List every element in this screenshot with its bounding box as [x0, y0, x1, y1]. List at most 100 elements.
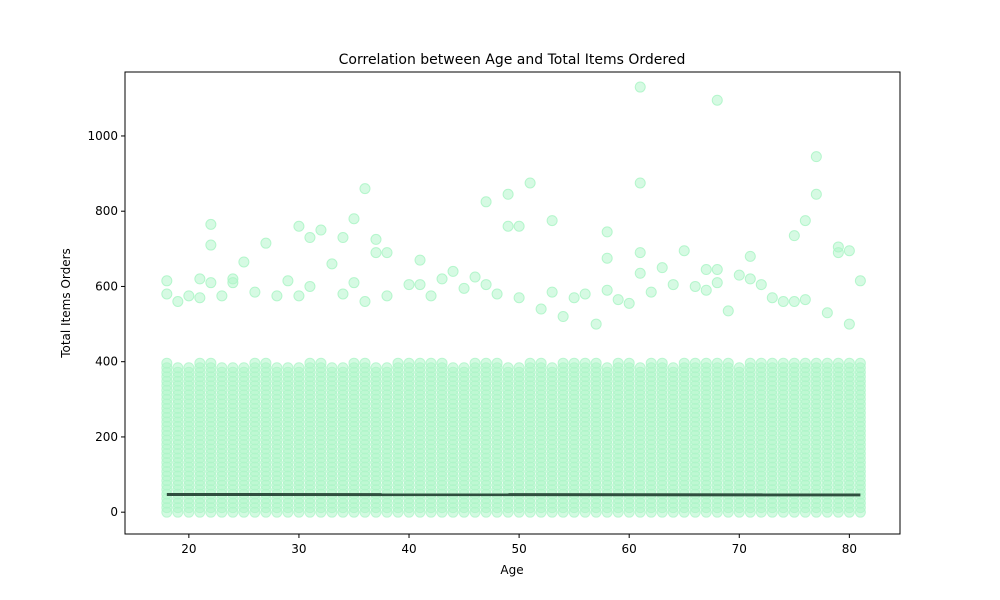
outlier-point: [612, 294, 624, 306]
outlier-point: [524, 177, 536, 189]
chart-title: Correlation between Age and Total Items …: [339, 52, 686, 68]
scatter-point: [348, 357, 360, 369]
scatter-point: [689, 357, 701, 369]
outlier-point: [557, 311, 569, 323]
outlier-point: [810, 188, 822, 200]
scatter-point: [744, 357, 756, 369]
scatter-point: [469, 357, 481, 369]
scatter-point: [634, 362, 646, 374]
outlier-point: [832, 247, 844, 259]
x-tick-label: 80: [842, 542, 857, 556]
scatter-point: [612, 357, 624, 369]
outlier-point: [491, 288, 503, 300]
outlier-point: [733, 269, 745, 281]
outlier-point: [260, 237, 272, 249]
outlier-point: [799, 294, 811, 306]
outlier-point: [370, 233, 382, 245]
outlier-point: [348, 277, 360, 289]
x-tick-label: 30: [291, 542, 306, 556]
outlier-point: [678, 245, 690, 257]
outlier-point: [810, 151, 822, 163]
outlier-point: [480, 196, 492, 208]
scatter-point: [447, 362, 459, 374]
outlier-point: [425, 290, 437, 302]
scatter-point: [249, 357, 261, 369]
scatter-point: [304, 357, 316, 369]
scatter-point: [590, 357, 602, 369]
outlier-point: [854, 275, 866, 287]
scatter-point: [370, 362, 382, 374]
scatter-points: [161, 81, 866, 518]
scatter-point: [623, 357, 635, 369]
x-tick-label: 60: [622, 542, 637, 556]
y-tick-label: 200: [95, 430, 118, 444]
outlier-point: [843, 245, 855, 257]
outlier-point: [447, 265, 459, 277]
scatter-point: [227, 362, 239, 374]
scatter-point: [392, 357, 404, 369]
scatter-point: [172, 362, 184, 374]
scatter-point: [557, 357, 569, 369]
outlier-point: [249, 286, 261, 298]
outlier-point: [370, 247, 382, 259]
outlier-point: [634, 177, 646, 189]
outlier-point: [689, 280, 701, 292]
y-tick-label: 1000: [87, 129, 118, 143]
outlier-point: [645, 286, 657, 298]
x-tick-label: 40: [401, 542, 416, 556]
y-axis-label: Total Items Orders: [59, 248, 73, 359]
scatter-point: [535, 357, 547, 369]
scatter-point: [183, 362, 195, 374]
outlier-point: [799, 215, 811, 227]
scatter-point: [282, 362, 294, 374]
outlier-point: [667, 279, 679, 291]
outlier-point: [414, 279, 426, 291]
outlier-point: [788, 230, 800, 242]
outlier-point: [502, 220, 514, 232]
outlier-point: [590, 318, 602, 330]
scatter-point: [568, 357, 580, 369]
scatter-point: [843, 357, 855, 369]
outlier-point: [205, 218, 217, 230]
scatter-point: [667, 362, 679, 374]
scatter-point: [161, 357, 173, 369]
scatter-point: [458, 362, 470, 374]
scatter-point: [711, 357, 723, 369]
outlier-point: [601, 284, 613, 296]
scatter-point: [403, 357, 415, 369]
x-tick-label: 50: [511, 542, 526, 556]
scatter-point: [766, 357, 778, 369]
y-tick-label: 400: [95, 355, 118, 369]
outlier-point: [161, 288, 173, 300]
outlier-point: [843, 318, 855, 330]
scatter-point: [194, 357, 206, 369]
outlier-point: [436, 273, 448, 285]
outlier-point: [205, 239, 217, 251]
outlier-point: [315, 224, 327, 236]
scatter-point: [755, 357, 767, 369]
scatter-point: [678, 357, 690, 369]
y-axis-ticks: 0 200 400 600 800 1000: [87, 129, 125, 519]
outlier-point: [304, 280, 316, 292]
scatter-point: [810, 357, 822, 369]
outlier-point: [656, 262, 668, 274]
scatter-point: [777, 357, 789, 369]
outlier-point: [777, 296, 789, 307]
scatter-point: [579, 357, 591, 369]
scatter-point: [414, 357, 426, 369]
scatter-point: [425, 357, 437, 369]
scatter-point: [480, 357, 492, 369]
outlier-point: [546, 215, 558, 227]
scatter-point: [656, 357, 668, 369]
outlier-point: [711, 277, 723, 289]
scatter-point: [799, 357, 811, 369]
outlier-point: [205, 277, 217, 289]
scatter-point: [821, 357, 833, 369]
scatter-point: [546, 362, 558, 374]
outlier-point: [744, 273, 756, 285]
x-axis-ticks: 20 30 40 50 60 70 80: [181, 534, 857, 556]
x-tick-label: 20: [181, 542, 196, 556]
outlier-point: [469, 271, 481, 283]
outlier-point: [293, 290, 305, 302]
